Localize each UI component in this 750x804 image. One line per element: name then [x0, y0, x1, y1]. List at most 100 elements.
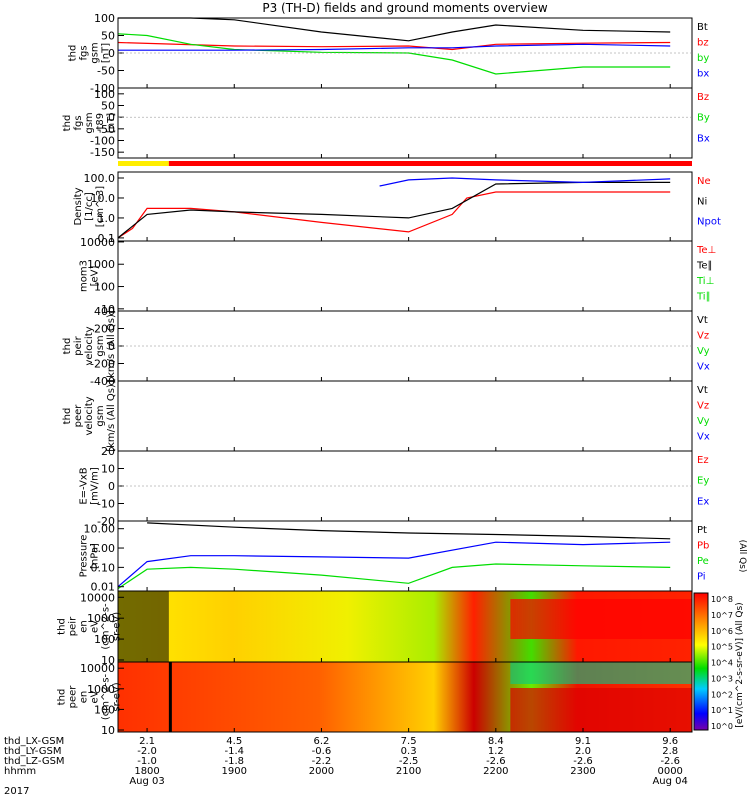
- colorbar-tick-label: 10^5: [711, 643, 733, 652]
- panel-frame-1: [117, 87, 693, 159]
- series-line-pe: [117, 563, 671, 590]
- panel-ylabel-line: Density: [73, 187, 84, 225]
- legend-entry: Vt: [697, 385, 708, 396]
- legend-entry: Ti⊥: [696, 276, 714, 287]
- panel-ylabel-line: [km/s (All Qs)]: [106, 380, 117, 452]
- legend-entry: Bx: [697, 133, 710, 144]
- time-axis-value: 2100: [396, 766, 421, 777]
- time-axis-value: 9.6: [662, 736, 678, 747]
- time-axis-value: 0.3: [401, 746, 417, 757]
- time-axis-value: 1900: [222, 766, 247, 777]
- legend-entry: Bz: [697, 92, 709, 103]
- y-tick-label: -50: [97, 65, 115, 78]
- time-axis-value: -2.6: [486, 756, 506, 767]
- series-line-ni: [117, 181, 671, 239]
- time-axis-value: 1800: [134, 766, 159, 777]
- legend-entry: Vz: [697, 401, 709, 412]
- y-tick-label: 10: [101, 303, 115, 316]
- panel-ylabel-line: gsm: [90, 42, 101, 63]
- panel-ylabel-line: [nT]: [101, 43, 112, 63]
- legend-entry: Vt: [697, 315, 708, 326]
- time-axis-value: 6.2: [313, 736, 329, 747]
- y-tick-label: 10.0: [91, 192, 116, 205]
- side-note: (All Qs): [737, 540, 747, 573]
- panel-ylabel-line: peir: [73, 335, 84, 355]
- legend-entry: Vy: [697, 346, 710, 357]
- legend-entry: Te⊥: [696, 245, 716, 256]
- y-tick-label: -100: [90, 135, 115, 148]
- y-tick-label: 0: [108, 111, 115, 124]
- legend-entry: Ex: [697, 496, 709, 507]
- colorbar-tick-label: 10^3: [711, 674, 733, 683]
- y-tick-label: 50: [101, 100, 115, 113]
- ion-spectrogram-low-count-region: [118, 591, 169, 662]
- electron-spectrogram-gap: [168, 662, 172, 732]
- panel-ylabel-line: (cm^2-s-: [101, 603, 112, 650]
- panel-frame-6: [117, 450, 693, 522]
- y-tick-label: -200: [90, 358, 115, 371]
- series-line-pi: [117, 541, 671, 588]
- time-axis-value: 1.2: [488, 746, 504, 757]
- time-axis-row-title: thd_LZ-GSM: [4, 756, 65, 767]
- legend-entry: Ey: [697, 476, 709, 487]
- time-axis-value: -1.8: [224, 756, 244, 767]
- series-line-bx: [118, 43, 671, 51]
- panel-ylabel-line: eV: [90, 620, 101, 633]
- electron-spectrogram-high-band: [510, 662, 692, 684]
- series-line-bt: [118, 17, 671, 42]
- time-axis-value: 2.1: [139, 736, 155, 747]
- y-tick-label: 100: [94, 633, 115, 646]
- panel-ylabel-line: sr-eV): [112, 682, 123, 711]
- y-tick-label: 100.0: [84, 172, 116, 185]
- y-tick-label: 10.00: [84, 523, 116, 536]
- panel-ylabel-line: velocity: [84, 396, 95, 435]
- y-tick-label: 200: [94, 323, 115, 336]
- y-tick-label: 1000: [87, 258, 115, 271]
- series-line-ne: [117, 191, 671, 239]
- y-tick-label: 1.0: [98, 212, 116, 225]
- panel-ylabel-line: mom3: [79, 260, 90, 292]
- y-tick-label: 400: [94, 305, 115, 318]
- colorbar-tick-label: 10^0: [711, 722, 733, 731]
- legend-entry: Pt: [697, 525, 707, 536]
- legend-entry: Bt: [697, 22, 708, 33]
- y-tick-label: 100: [94, 12, 115, 25]
- panel-ylabel-line: gsm: [84, 112, 95, 133]
- time-axis-value: 2200: [483, 766, 508, 777]
- time-axis-value: -2.6: [660, 756, 680, 767]
- legend-entry: bx: [697, 69, 709, 80]
- panel-ylabel-line: [eV]: [90, 266, 101, 287]
- panel-ylabel-line: peir: [68, 616, 79, 636]
- time-axis-value: -2.0: [137, 746, 157, 757]
- series-line-by: [117, 33, 671, 75]
- legend-entry: Ne: [697, 176, 711, 187]
- panel-ylabel-line: thd: [57, 618, 68, 635]
- series-line-npot: [379, 177, 671, 187]
- y-tick-label: -400: [90, 375, 115, 388]
- time-axis-row-title: thd_LY-GSM: [4, 746, 61, 757]
- colorbar-tick-label: 10^7: [711, 611, 733, 620]
- legend-entry: Ni: [697, 196, 707, 207]
- y-tick-label: 0.10: [91, 561, 116, 574]
- time-axis-value: 2.0: [575, 746, 591, 757]
- figure-title: P3 (TH-D) fields and ground moments over…: [262, 1, 547, 15]
- y-tick-label: 50: [101, 30, 115, 43]
- panel-ylabel-line: E=-VxB: [79, 467, 90, 504]
- time-axis-value: 7.5: [401, 736, 417, 747]
- legend-entry: Vz: [697, 331, 709, 342]
- y-tick-label: 1.00: [91, 542, 116, 555]
- panel-ylabel-line: [1/cc]: [84, 192, 95, 221]
- legend-entry: By: [697, 113, 710, 124]
- panel-ylabel-line: thd: [62, 338, 73, 355]
- y-tick-label: 10000: [80, 236, 115, 249]
- ion-spectrogram-hot-band: [510, 599, 692, 639]
- panel-ylabel-line: thd: [68, 45, 79, 62]
- legend-entry: Pi: [697, 572, 706, 583]
- y-tick-label: 100: [94, 88, 115, 101]
- colorbar-tick-label: 10^8: [711, 595, 733, 604]
- y-tick-label: 100: [94, 703, 115, 716]
- y-tick-label: 10: [101, 654, 115, 667]
- status-bar-red: [168, 161, 692, 166]
- end-date-label: Aug 04: [652, 776, 687, 787]
- panel-ylabel-line: fgs: [73, 115, 84, 130]
